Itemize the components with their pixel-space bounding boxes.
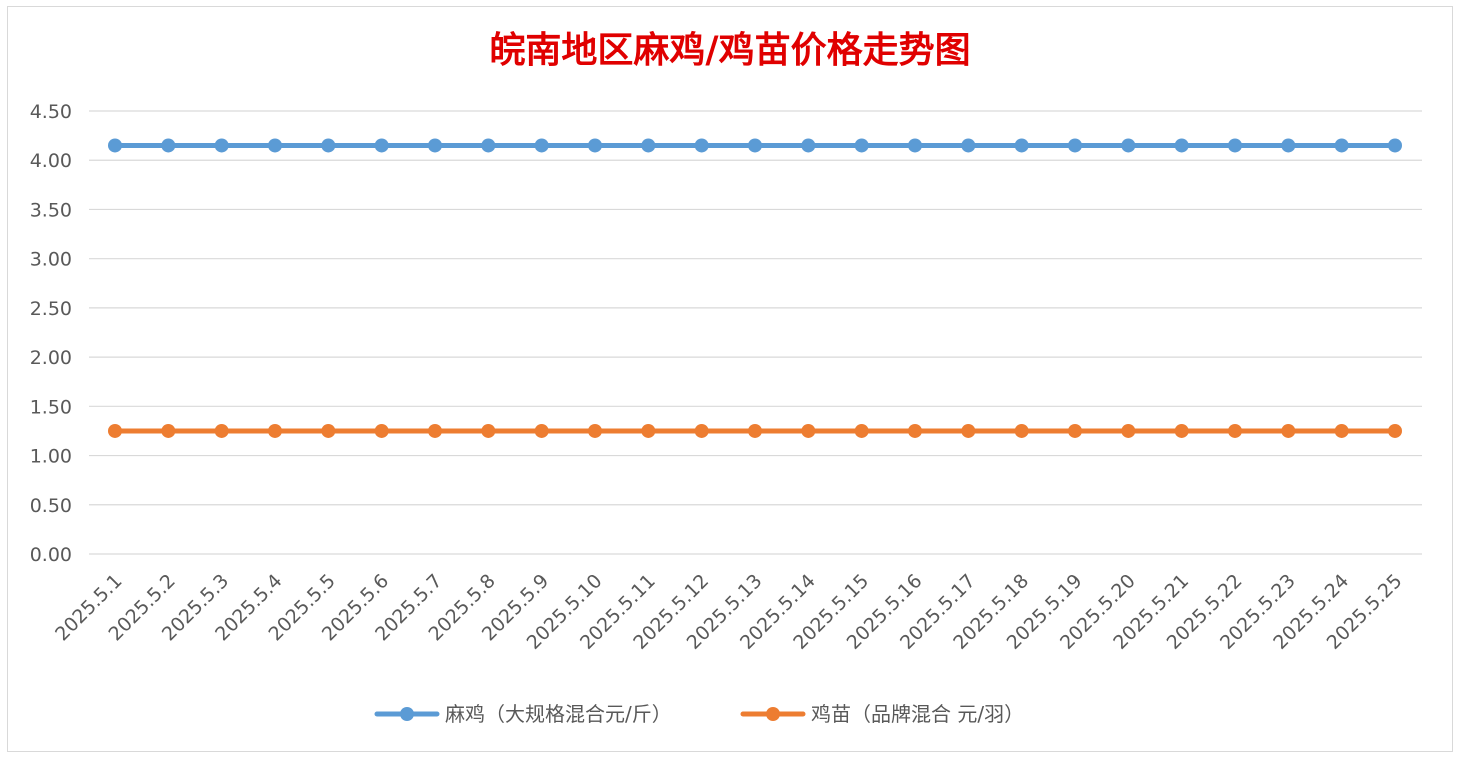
data-point [534,138,549,153]
y-axis-ticks: 0.00 0.50 1.00 1.50 2.00 2.50 3.00 3.50 4.00 4.50 [30,101,72,566]
y-tick-label: 1.50 [30,396,72,418]
data-point [1068,423,1082,438]
data-point [1388,423,1402,438]
data-point [801,138,816,153]
data-point [1121,423,1136,438]
chart-title: 皖南地区麻鸡/鸡苗价格走势图 [489,29,970,71]
data-point [268,423,282,438]
x-axis-ticks: 2025.5.12025.5.22025.5.32025.5.42025.5.5… [51,570,1406,654]
data-point [908,423,922,438]
data-point [588,138,602,153]
y-tick-label: 0.00 [30,544,72,566]
data-point [641,138,656,153]
data-point [1014,423,1029,438]
data-point [161,138,176,153]
data-point [428,138,442,153]
data-point [534,423,549,438]
data-point [801,423,816,438]
data-point [374,423,389,438]
data-point [1068,138,1082,153]
grid-lines [89,110,1422,555]
data-point [1014,138,1029,153]
data-point [268,138,282,153]
data-point [1334,423,1349,438]
data-point [1121,138,1136,153]
data-point [961,138,976,153]
y-tick-label: 4.00 [30,150,72,172]
data-point [961,423,976,438]
series-lines [108,138,1402,438]
y-tick-label: 3.00 [30,249,72,271]
data-point [108,423,122,438]
legend-label-0: 麻鸡（大规格混合元/斤） [445,702,672,726]
data-point [1281,138,1296,153]
y-tick-label: 1.00 [30,446,72,468]
data-point [374,138,389,153]
data-point [1281,423,1296,438]
y-tick-label: 0.50 [30,495,72,517]
data-point [854,423,869,438]
data-point [1174,423,1189,438]
data-point [321,138,336,153]
data-point [588,423,602,438]
data-point [748,138,762,153]
data-point [694,138,709,153]
data-point [321,423,336,438]
data-point [694,423,709,438]
data-point [1228,138,1242,153]
chart-frame [7,6,1453,752]
data-point [641,423,656,438]
data-point [481,423,496,438]
legend-marker-1 [766,707,780,721]
y-tick-label: 2.00 [30,347,72,369]
legend-label-1: 鸡苗（品牌混合 元/羽） [811,702,1024,726]
y-tick-label: 2.50 [30,298,72,320]
data-point [1174,138,1189,153]
data-point [428,423,442,438]
data-point [481,138,496,153]
data-point [161,423,176,438]
data-point [748,423,762,438]
legend: 麻鸡（大规格混合元/斤） 鸡苗（品牌混合 元/羽） [374,702,1024,726]
data-point [854,138,869,153]
data-point [1334,138,1349,153]
legend-marker-0 [400,707,414,721]
data-point [108,138,122,153]
data-point [908,138,922,153]
y-tick-label: 3.50 [30,199,72,221]
data-point [1388,138,1402,153]
data-point [214,423,229,438]
data-point [1228,423,1242,438]
data-point [214,138,229,153]
y-tick-label: 4.50 [30,101,72,123]
